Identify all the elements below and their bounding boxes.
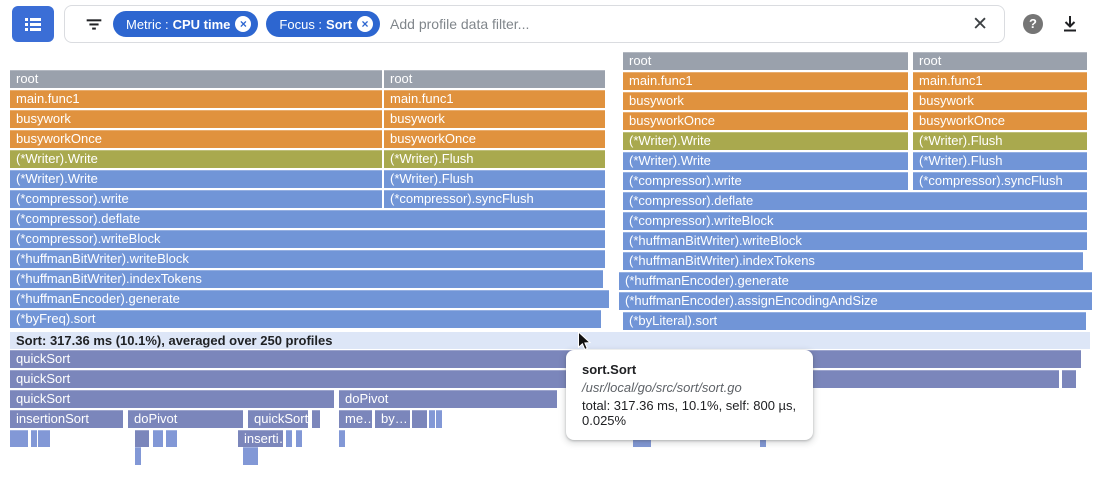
flame-frame-small[interactable] (31, 430, 37, 447)
flame-frame-small[interactable] (243, 447, 249, 465)
flame-frame[interactable]: root (10, 70, 382, 88)
flame-frame-small[interactable] (44, 430, 50, 447)
focus-summary-row[interactable]: Sort: 317.36 ms (10.1%), averaged over 2… (10, 332, 1090, 349)
flame-frame-small[interactable] (135, 447, 141, 465)
flame-frame[interactable]: (*Writer).Flush (384, 170, 605, 188)
flame-frame[interactable]: root (913, 52, 1087, 70)
download-button[interactable] (1058, 12, 1082, 36)
flame-frame[interactable]: (*compressor).write (623, 172, 908, 190)
flame-frame-small[interactable] (312, 410, 320, 428)
tooltip-source-path: /usr/local/go/src/sort/sort.go (582, 380, 742, 395)
flame-frame[interactable]: (*compressor).deflate (10, 210, 605, 228)
flame-frame[interactable]: (*Writer).Write (623, 132, 908, 150)
flame-frame-small[interactable] (429, 410, 435, 428)
list-icon (25, 18, 41, 31)
flame-frame[interactable]: main.func1 (10, 90, 382, 108)
flame-frame[interactable]: busywork (384, 110, 605, 128)
flame-frame[interactable]: (*huffmanEncoder).generate (619, 272, 1092, 290)
flame-frame-small[interactable] (436, 410, 442, 428)
flame-frame[interactable]: (*byLiteral).sort (623, 312, 1086, 330)
flame-frame[interactable]: (*compressor).writeBlock (623, 212, 1087, 230)
flame-frame[interactable]: (*huffmanBitWriter).writeBlock (623, 232, 1087, 250)
flame-frame[interactable]: (*compressor).writeBlock (10, 230, 605, 248)
tooltip-stats: total: 317.36 ms, 10.1%, self: 800 µs, 0… (582, 398, 797, 428)
flame-frame[interactable]: (*huffmanBitWriter).indexTokens (623, 252, 1083, 270)
flame-frame-small[interactable] (286, 430, 292, 447)
flame-frame-small[interactable] (248, 447, 254, 465)
frame-tooltip: sort.Sort /usr/local/go/src/sort/sort.go… (566, 350, 813, 440)
flame-frame[interactable]: (*huffmanEncoder).generate (10, 290, 609, 308)
chip-remove-icon[interactable]: × (357, 16, 374, 32)
flame-frame[interactable]: (*Writer).Write (10, 170, 382, 188)
flame-frame[interactable]: busywork (623, 92, 908, 110)
flame-frame[interactable]: me… (339, 410, 372, 428)
flame-frame[interactable]: (*huffmanEncoder).assignEncodingAndSize (619, 292, 1092, 310)
flame-frame-small[interactable] (412, 410, 427, 428)
flame-frame[interactable]: busyworkOnce (10, 130, 382, 148)
flame-frame[interactable]: main.func1 (623, 72, 908, 90)
flame-frame[interactable]: by… (375, 410, 410, 428)
flame-frame[interactable]: (*Writer).Write (10, 150, 382, 168)
flame-frame[interactable]: (*byFreq).sort (10, 310, 601, 328)
flame-frame[interactable]: (*compressor).write (10, 190, 382, 208)
flame-frame[interactable]: (*compressor).syncFlush (384, 190, 605, 208)
flame-frame[interactable]: main.func1 (913, 72, 1087, 90)
flame-frame[interactable]: doPivot (339, 390, 557, 408)
flame-frame[interactable]: busyworkOnce (623, 112, 908, 130)
flame-frame[interactable]: (*compressor).deflate (623, 192, 1087, 210)
flame-frame-small[interactable] (135, 430, 149, 447)
flame-frame[interactable]: busyworkOnce (913, 112, 1087, 130)
flame-frame[interactable]: (*Writer).Flush (384, 150, 605, 168)
chip-focus[interactable]: Focus : Sort × (266, 11, 381, 37)
flame-frame[interactable]: main.func1 (384, 90, 605, 108)
chip-metric-label: Metric : CPU time (126, 16, 231, 32)
flame-frame[interactable]: insertionSort (10, 410, 123, 428)
flame-frame[interactable]: (*Writer).Write (623, 152, 908, 170)
flame-frame-small[interactable] (1062, 370, 1076, 388)
flame-frame[interactable]: busyworkOnce (384, 130, 605, 148)
flame-frame[interactable]: (*compressor).syncFlush (913, 172, 1087, 190)
mouse-cursor-icon (578, 331, 592, 351)
flame-frame[interactable]: doPivot (128, 410, 243, 428)
flame-frame-small[interactable] (10, 430, 28, 447)
flame-frame-small[interactable] (153, 430, 163, 447)
tooltip-function-name: sort.Sort (582, 362, 637, 377)
flame-frame-small[interactable] (171, 430, 177, 447)
flame-frame[interactable]: quickSort (10, 370, 1059, 388)
clear-filter-button[interactable]: ✕ (972, 14, 988, 35)
filter-input[interactable] (388, 15, 960, 33)
chip-metric[interactable]: Metric : CPU time × (113, 11, 259, 37)
flame-frame[interactable]: quickSort (10, 350, 1081, 368)
flame-frame[interactable]: root (384, 70, 605, 88)
flame-frame[interactable]: (*Writer).Flush (913, 152, 1087, 170)
flame-frame[interactable]: quickSort (248, 410, 308, 428)
flame-frame-small[interactable] (252, 447, 258, 465)
flame-frame[interactable]: busywork (10, 110, 382, 128)
filter-bar: Metric :CPU time × Focus :Sort × ✕ (64, 5, 1005, 43)
flame-frame-small[interactable] (339, 430, 345, 447)
topbar: Metric :CPU time × Focus :Sort × ✕ ? (0, 0, 1096, 48)
flame-frame[interactable]: (*huffmanBitWriter).indexTokens (10, 270, 603, 288)
menu-button[interactable] (12, 6, 54, 42)
flame-frame[interactable]: root (623, 52, 908, 70)
flame-frame-small[interactable] (296, 430, 302, 447)
filter-list-icon[interactable] (83, 13, 105, 35)
help-button[interactable]: ? (1023, 14, 1043, 34)
chip-remove-icon[interactable]: × (235, 16, 252, 32)
flame-frame-small[interactable] (38, 430, 44, 447)
flame-frame[interactable]: (*huffmanBitWriter).writeBlock (10, 250, 605, 268)
flame-frame[interactable]: (*Writer).Flush (913, 132, 1087, 150)
chip-focus-label: Focus : Sort (279, 16, 353, 32)
flame-frame[interactable]: quickSort (10, 390, 334, 408)
flame-frame[interactable]: busywork (913, 92, 1087, 110)
flame-frame[interactable]: inserti… (238, 430, 283, 447)
flame-frame-small[interactable] (166, 430, 172, 447)
